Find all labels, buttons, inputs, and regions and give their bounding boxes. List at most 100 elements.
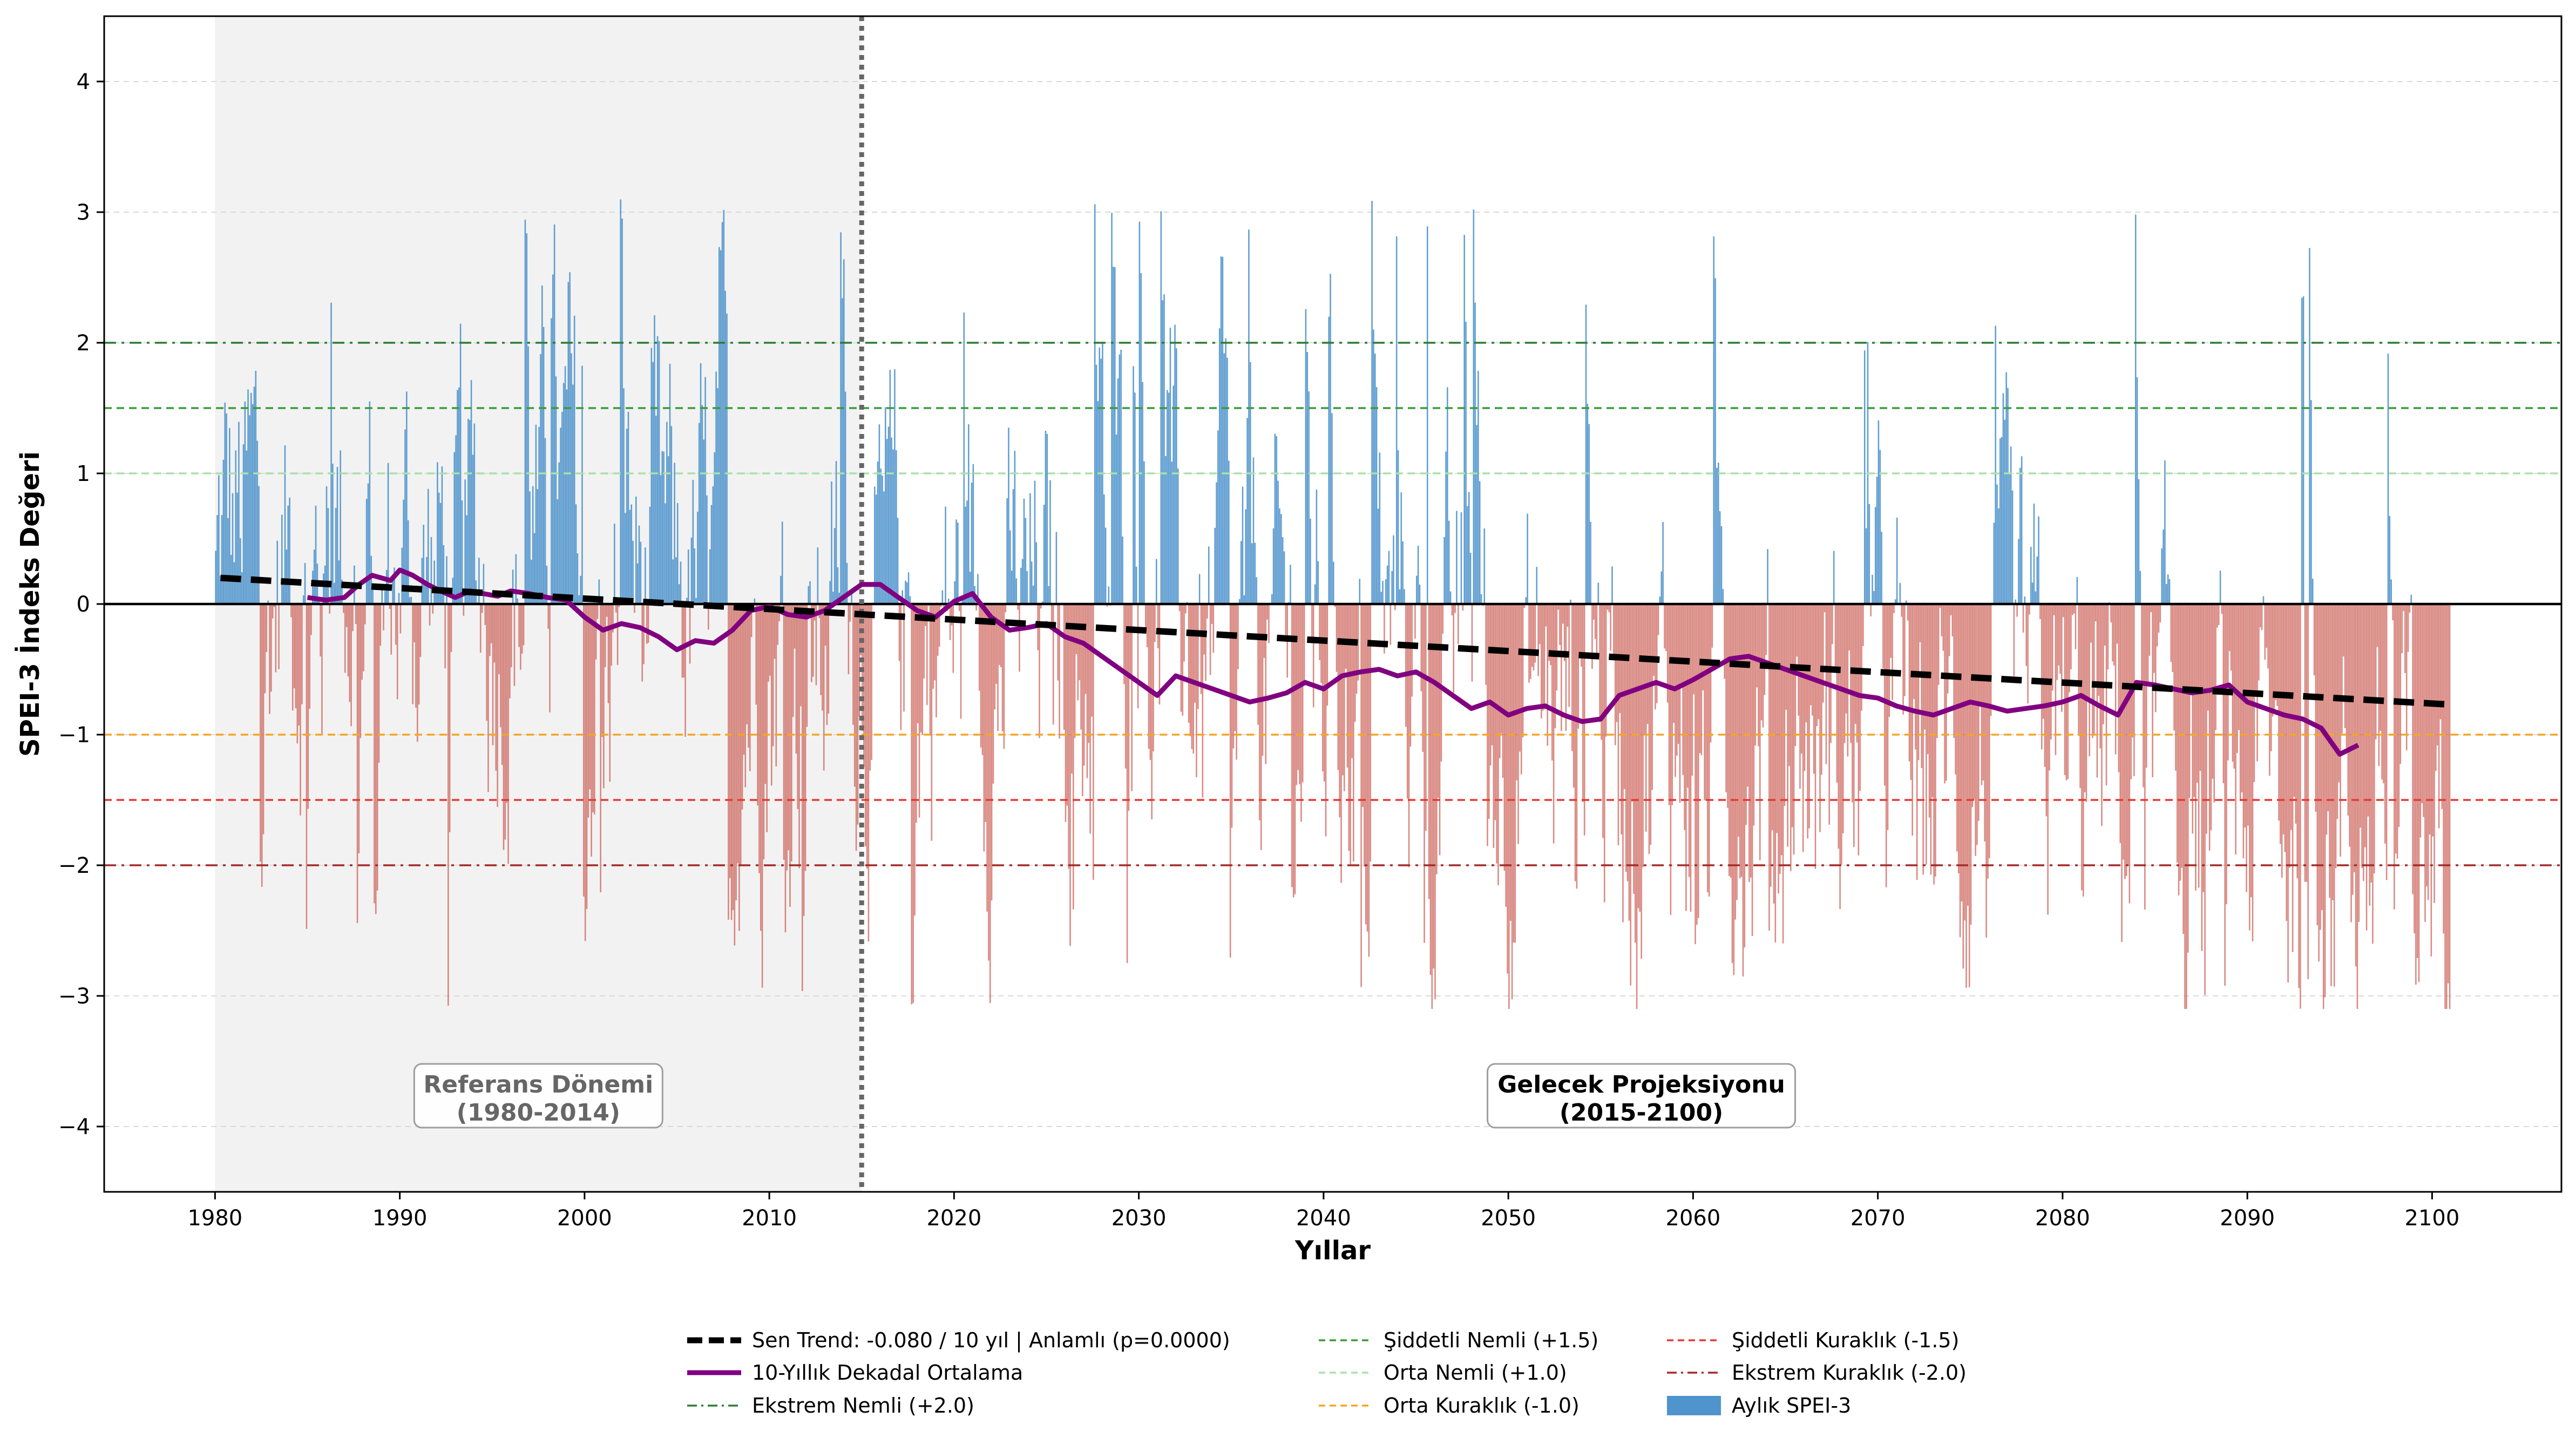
monthly-bar bbox=[678, 584, 680, 604]
monthly-bar bbox=[443, 545, 445, 604]
monthly-bar bbox=[1433, 604, 1434, 969]
monthly-bar bbox=[2410, 594, 2412, 604]
monthly-bar bbox=[938, 604, 940, 647]
monthly-bar bbox=[1671, 604, 1673, 805]
monthly-bar bbox=[806, 604, 808, 727]
monthly-bar bbox=[312, 571, 314, 604]
monthly-bar bbox=[985, 604, 986, 822]
monthly-bar bbox=[1005, 604, 1007, 613]
monthly-bar bbox=[2010, 446, 2012, 604]
monthly-bar bbox=[926, 604, 928, 705]
monthly-bar bbox=[276, 540, 279, 604]
monthly-bar bbox=[1956, 604, 1958, 852]
monthly-bar bbox=[1505, 604, 1507, 907]
monthly-bar bbox=[2019, 467, 2021, 604]
monthly-bar bbox=[1774, 604, 1777, 942]
monthly-bar bbox=[1008, 428, 1009, 604]
monthly-bar bbox=[1520, 604, 1522, 775]
monthly-bar bbox=[2076, 576, 2078, 604]
legend-label: Aylık SPEI-3 bbox=[1732, 1394, 1851, 1417]
monthly-bar bbox=[1254, 542, 1256, 604]
monthly-bar bbox=[569, 272, 571, 604]
monthly-bar bbox=[995, 604, 997, 684]
monthly-bar bbox=[1511, 604, 1513, 1000]
monthly-bar bbox=[1198, 574, 1201, 604]
monthly-bar bbox=[909, 596, 911, 604]
monthly-bar bbox=[1489, 604, 1492, 766]
monthly-bar bbox=[1299, 604, 1300, 784]
monthly-bar bbox=[515, 554, 517, 604]
monthly-bar bbox=[676, 503, 679, 604]
monthly-bar bbox=[723, 209, 725, 604]
monthly-bar bbox=[1445, 451, 1447, 604]
monthly-bar bbox=[744, 604, 747, 788]
monthly-bar bbox=[869, 604, 871, 771]
monthly-bar bbox=[363, 604, 364, 671]
monthly-bar bbox=[432, 604, 434, 614]
monthly-bar bbox=[1296, 604, 1298, 785]
monthly-bar bbox=[2188, 604, 2191, 798]
monthly-bar bbox=[1764, 604, 1766, 695]
monthly-bar bbox=[2210, 604, 2212, 831]
monthly-bar bbox=[1660, 571, 1663, 604]
monthly-bar bbox=[1354, 604, 1356, 722]
monthly-bar bbox=[1388, 551, 1390, 604]
monthly-bar bbox=[1750, 604, 1752, 878]
monthly-bar bbox=[2112, 604, 2113, 662]
monthly-bar bbox=[1246, 418, 1248, 604]
monthly-bar bbox=[641, 604, 643, 682]
monthly-bar bbox=[521, 604, 523, 654]
monthly-bar bbox=[1149, 604, 1151, 760]
monthly-bar bbox=[1744, 604, 1746, 948]
monthly-bar bbox=[2202, 604, 2205, 892]
monthly-bar bbox=[788, 604, 789, 851]
monthly-bar bbox=[1285, 604, 1287, 635]
monthly-bar bbox=[492, 604, 494, 745]
monthly-bar bbox=[1625, 604, 1627, 872]
monthly-bar bbox=[2090, 604, 2092, 643]
monthly-bar bbox=[866, 604, 868, 869]
monthly-bar bbox=[655, 416, 657, 604]
monthly-bar bbox=[1251, 543, 1253, 604]
monthly-bar bbox=[416, 604, 418, 742]
monthly-bar bbox=[710, 505, 713, 604]
monthly-bar bbox=[1274, 433, 1276, 604]
monthly-bar bbox=[851, 593, 852, 604]
monthly-bar bbox=[1887, 604, 1889, 830]
monthly-bar bbox=[455, 435, 457, 604]
monthly-bar bbox=[1787, 604, 1788, 847]
monthly-bar bbox=[1460, 512, 1462, 604]
monthly-bar bbox=[789, 604, 791, 907]
monthly-bar bbox=[1666, 604, 1669, 703]
monthly-bar bbox=[833, 528, 836, 604]
monthly-bar bbox=[1892, 604, 1893, 700]
monthly-bar bbox=[1668, 604, 1670, 805]
monthly-bar bbox=[647, 604, 649, 643]
monthly-bar bbox=[323, 573, 324, 604]
monthly-bar bbox=[1622, 604, 1624, 922]
monthly-bar bbox=[433, 560, 435, 604]
monthly-bar bbox=[1408, 604, 1410, 867]
reference-period-box bbox=[413, 1063, 663, 1129]
monthly-bar bbox=[2272, 604, 2274, 717]
monthly-bar bbox=[1425, 604, 1427, 831]
monthly-bar bbox=[1480, 594, 1482, 604]
monthly-bar bbox=[2013, 604, 2015, 676]
legend-label: Orta Nemli (+1.0) bbox=[1384, 1361, 1567, 1385]
monthly-bar bbox=[2439, 604, 2442, 720]
monthly-bar bbox=[941, 590, 944, 604]
monthly-bar bbox=[258, 486, 260, 604]
monthly-bar bbox=[1553, 604, 1555, 844]
monthly-bar bbox=[1146, 604, 1148, 647]
monthly-bar bbox=[1014, 451, 1016, 604]
monthly-bar bbox=[2427, 604, 2429, 900]
monthly-bar bbox=[2093, 604, 2095, 734]
monthly-bar bbox=[958, 604, 960, 612]
monthly-bar bbox=[2195, 604, 2197, 891]
monthly-bar bbox=[1301, 604, 1304, 783]
monthly-bar bbox=[1225, 338, 1226, 604]
monthly-bar bbox=[1080, 604, 1082, 730]
monthly-bar bbox=[555, 376, 557, 604]
monthly-bar bbox=[1488, 604, 1490, 819]
monthly-bar bbox=[1331, 413, 1333, 604]
